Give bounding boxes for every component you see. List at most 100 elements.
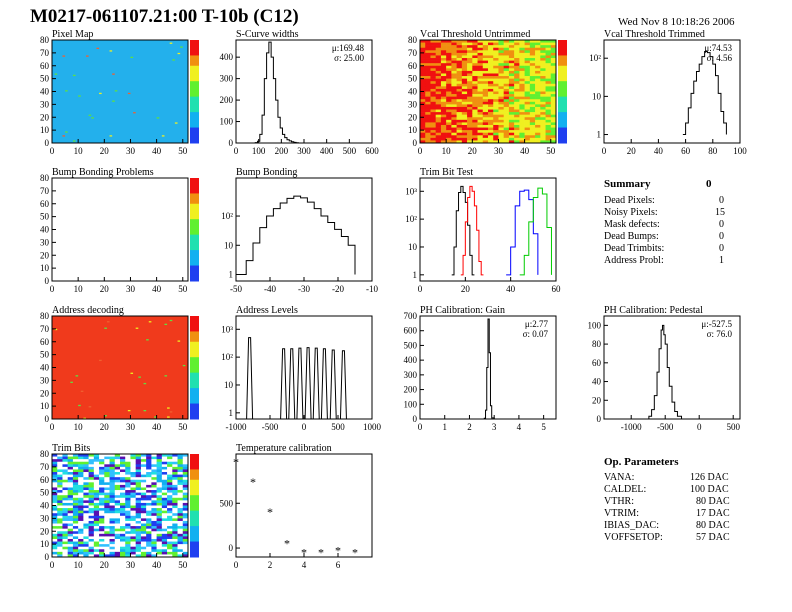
heatmap-cell <box>62 533 68 537</box>
heatmap-cell <box>138 376 141 378</box>
heatmap-cell <box>425 140 431 144</box>
heatmap-cell <box>62 546 68 550</box>
y-tick-label: 80 <box>40 449 50 459</box>
heatmap-cell <box>461 70 468 74</box>
heatmap-cell <box>519 40 525 43</box>
heatmap-cell <box>472 109 478 113</box>
heatmap-cell <box>477 63 484 67</box>
heatmap-cell <box>477 104 484 108</box>
heatmap-cell <box>430 68 436 72</box>
heatmap-cell <box>78 526 84 529</box>
heatmap-cell <box>482 65 489 69</box>
heatmap-cell <box>440 137 447 141</box>
y-tick-label: 80 <box>40 35 50 45</box>
y-tick-label: 60 <box>40 475 50 485</box>
heatmap-cell <box>446 99 452 103</box>
heatmap-cell <box>156 490 163 493</box>
heatmap-cell <box>482 42 489 46</box>
heatmap-cell <box>120 523 126 527</box>
heatmap-cell <box>52 502 58 506</box>
summary-value: 0 <box>719 195 724 206</box>
heatmap-cell <box>83 454 89 457</box>
heatmap-cell <box>461 112 468 115</box>
heatmap-cell <box>545 47 552 51</box>
heatmap-cell <box>467 81 473 85</box>
x-tick-label: 40 <box>152 422 162 432</box>
heatmap-cell <box>503 76 510 79</box>
heatmap-cell <box>451 135 457 139</box>
heatmap-cell <box>62 464 68 468</box>
scatter-point: * <box>301 546 307 560</box>
heatmap-cell <box>467 104 473 108</box>
x-tick-label: 60 <box>681 146 691 156</box>
heatmap-cell <box>67 487 74 491</box>
colorbar-cell <box>190 208 199 215</box>
heatmap-cell <box>545 55 552 59</box>
heatmap-cell <box>120 500 126 504</box>
heatmap-cell <box>172 528 178 532</box>
heatmap-cell <box>472 88 478 92</box>
heatmap-cell <box>477 81 484 85</box>
heatmap-cell <box>172 495 178 499</box>
heatmap-cell <box>114 533 121 537</box>
colorbar-cell <box>190 96 199 103</box>
heatmap-cell <box>62 538 68 542</box>
heatmap-cell <box>451 52 457 56</box>
heatmap-cell <box>446 55 452 59</box>
heatmap-cell <box>488 114 494 118</box>
heatmap-cell <box>524 132 531 136</box>
colorbar-cell <box>190 86 199 92</box>
heatmap-cell <box>540 104 546 108</box>
heatmap-cell <box>535 65 541 69</box>
heatmap-cell <box>146 518 152 522</box>
heatmap-cell <box>146 484 152 488</box>
heatmap-cell <box>420 140 426 144</box>
heatmap-cell <box>477 91 484 95</box>
y-tick-label: 40 <box>40 501 50 511</box>
heatmap-cell <box>67 479 74 483</box>
heatmap-cell <box>114 500 121 504</box>
heatmap-cell <box>120 531 126 535</box>
heatmap-cell <box>519 68 525 72</box>
heatmap-cell <box>493 130 499 133</box>
panel-title-pixel-map: Pixel Map <box>52 29 94 40</box>
heatmap-cell <box>508 112 515 115</box>
colorbar-cell <box>190 377 199 384</box>
panel-title-vcal-untrimmed: Vcal Threshold Untrimmed <box>420 29 531 40</box>
heatmap-cell <box>420 130 426 133</box>
heatmap-cell <box>161 538 168 542</box>
heatmap-cell <box>156 477 163 481</box>
heatmap-cell <box>72 510 79 514</box>
heatmap-cell <box>467 58 473 61</box>
heatmap-cell <box>109 546 116 550</box>
heatmap-cell <box>140 484 147 488</box>
heatmap-cell <box>550 83 557 87</box>
heatmap-cell <box>488 65 494 69</box>
heatmap-cell <box>182 520 189 524</box>
heatmap-cell <box>99 531 105 535</box>
heatmap-cell <box>80 390 84 392</box>
heatmap-cell <box>425 58 431 61</box>
heatmap-cell <box>67 469 74 473</box>
heatmap-cell <box>172 484 178 488</box>
heatmap-cell <box>52 551 58 555</box>
heatmap-cell <box>435 83 442 87</box>
heatmap-cell <box>498 50 504 54</box>
heatmap-cell <box>167 487 173 491</box>
heatmap-cell <box>503 68 510 72</box>
colorbar-cell <box>558 127 567 134</box>
heatmap-cell <box>114 510 121 514</box>
heatmap-cell <box>420 124 426 128</box>
heatmap-cell <box>156 474 163 478</box>
heatmap-cell <box>88 487 95 491</box>
heatmap-cell <box>550 40 557 43</box>
heatmap-cell <box>519 122 525 126</box>
heatmap-cell <box>545 119 552 123</box>
heatmap-cell <box>482 68 489 72</box>
heatmap-cell <box>169 319 173 322</box>
heatmap-cell <box>514 60 520 64</box>
heatmap-cell <box>550 130 557 133</box>
heatmap-cell <box>550 96 557 100</box>
heatmap-cell <box>550 114 557 118</box>
heatmap-cell <box>130 56 134 59</box>
